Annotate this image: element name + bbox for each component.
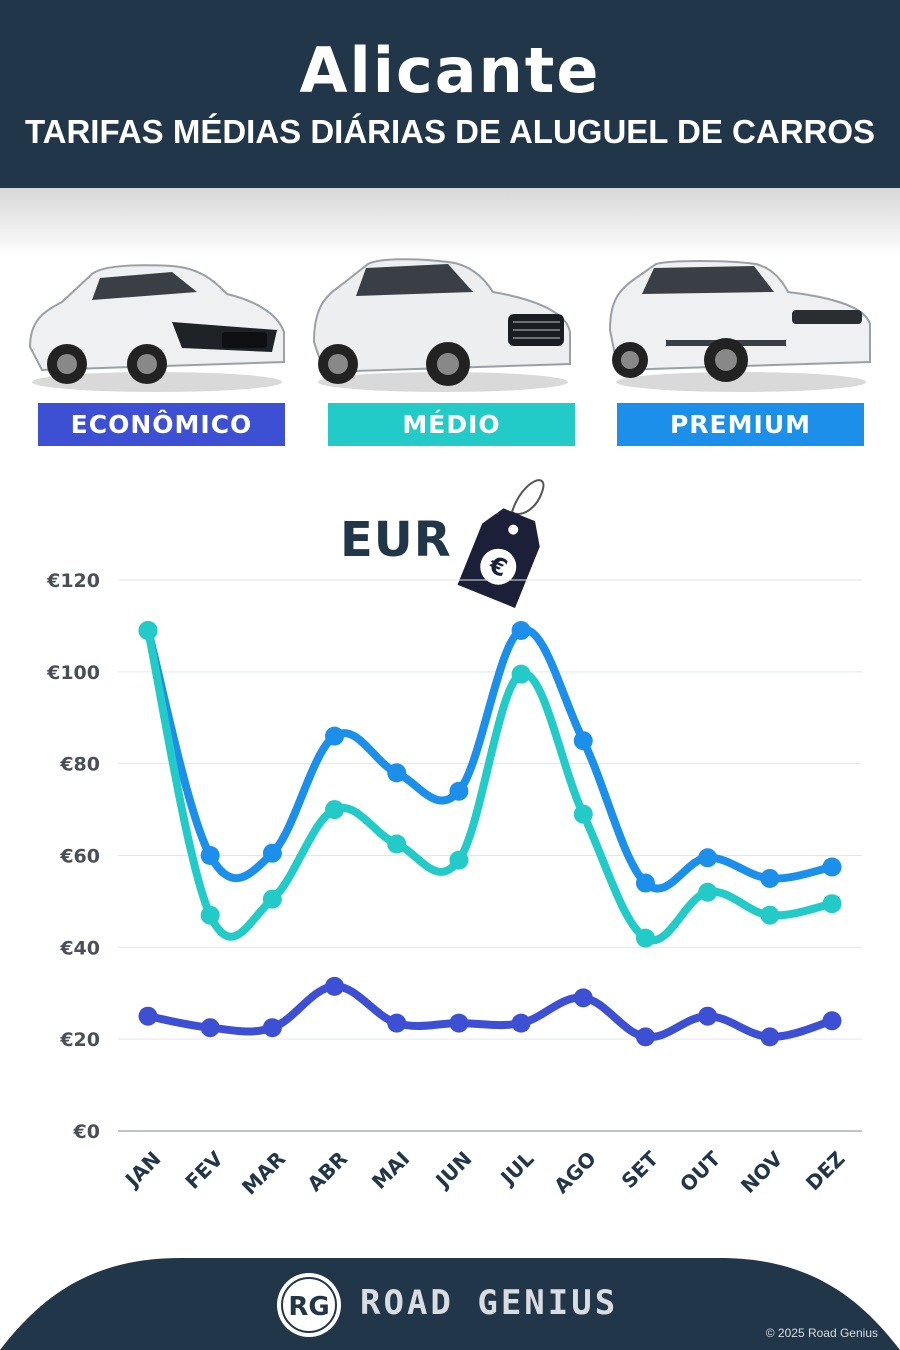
data-point	[387, 763, 407, 783]
line-chart: €0 €20 €40 €60 €80 €100 €120 JAN FEV MAR ABR MAI JU…	[46, 570, 862, 1200]
data-point	[573, 804, 593, 824]
y-tick-label: €120	[46, 570, 100, 592]
data-point	[387, 834, 407, 854]
data-point	[262, 1018, 282, 1038]
data-point	[698, 882, 718, 902]
footer-banner	[0, 1258, 900, 1350]
premium-suv-car-image	[608, 260, 871, 392]
x-tick-label: MAR	[237, 1147, 290, 1200]
data-point	[635, 873, 655, 893]
data-point	[511, 664, 531, 684]
page-subtitle: TARIFAS MÉDIAS DIÁRIAS DE ALUGUEL DE CAR…	[24, 113, 876, 150]
y-tick-label: €40	[59, 937, 100, 959]
series-line-2	[144, 626, 836, 945]
page-title: Alicante	[299, 34, 601, 107]
data-point	[387, 1013, 407, 1033]
data-point	[822, 1011, 842, 1031]
x-tick-label: AGO	[549, 1147, 601, 1199]
x-tick-label: DEZ	[801, 1147, 850, 1196]
x-tick-label: JAN	[119, 1147, 165, 1193]
data-point	[760, 868, 780, 888]
euro-price-tag-icon: €	[457, 479, 545, 608]
hatchback-car-image	[28, 264, 285, 392]
data-point	[822, 857, 842, 877]
data-point	[698, 1006, 718, 1026]
data-point	[449, 850, 469, 870]
data-point	[138, 1006, 158, 1026]
brand-name: ROAD GENIUS	[360, 1283, 619, 1323]
data-point	[325, 726, 345, 746]
x-tick-label: OUT	[675, 1146, 725, 1196]
x-tick-label: FEV	[180, 1146, 228, 1194]
data-point	[573, 731, 593, 751]
data-point	[325, 800, 345, 820]
data-point	[511, 621, 531, 641]
x-tick-label: JUN	[429, 1147, 476, 1194]
copyright: © 2025 Road Genius	[765, 1326, 878, 1340]
data-point	[262, 843, 282, 863]
data-point	[325, 976, 345, 996]
header-shadow	[0, 188, 900, 258]
data-point	[200, 846, 220, 865]
x-tick-label: SET	[617, 1146, 664, 1193]
x-tick-label: MAI	[367, 1147, 414, 1194]
data-point	[760, 905, 780, 925]
badge-medio: MÉDIO	[328, 403, 575, 446]
data-point	[449, 1013, 469, 1033]
y-tick-label: €60	[59, 846, 100, 868]
data-point	[138, 621, 158, 641]
badge-economico: ECONÔMICO	[38, 403, 285, 446]
data-point	[698, 848, 718, 868]
data-point	[200, 905, 220, 925]
x-tick-label: JUL	[494, 1146, 538, 1190]
data-point	[635, 1027, 655, 1047]
x-tick-label: NOV	[736, 1146, 788, 1198]
logo-text: RG	[288, 1292, 329, 1322]
data-point	[200, 1018, 220, 1038]
y-tick-label: €80	[59, 754, 100, 776]
y-tick-label: €100	[46, 662, 100, 684]
data-point	[511, 1013, 531, 1033]
suv-car-image	[312, 258, 571, 392]
data-point	[573, 988, 593, 1008]
data-point	[262, 889, 282, 909]
currency-label: EUR	[340, 512, 452, 568]
data-point	[449, 781, 469, 801]
badge-premium: PREMIUM	[617, 403, 864, 446]
x-tick-label: ABR	[302, 1147, 352, 1197]
header-banner	[0, 0, 900, 188]
y-tick-label: €0	[73, 1121, 100, 1143]
series-line-1	[144, 625, 836, 893]
data-point	[822, 894, 842, 914]
road-genius-logo-icon: RG	[277, 1273, 341, 1337]
data-point	[760, 1027, 780, 1047]
data-point	[635, 928, 655, 948]
series-line-3	[144, 982, 836, 1042]
y-tick-label: €20	[59, 1029, 100, 1051]
